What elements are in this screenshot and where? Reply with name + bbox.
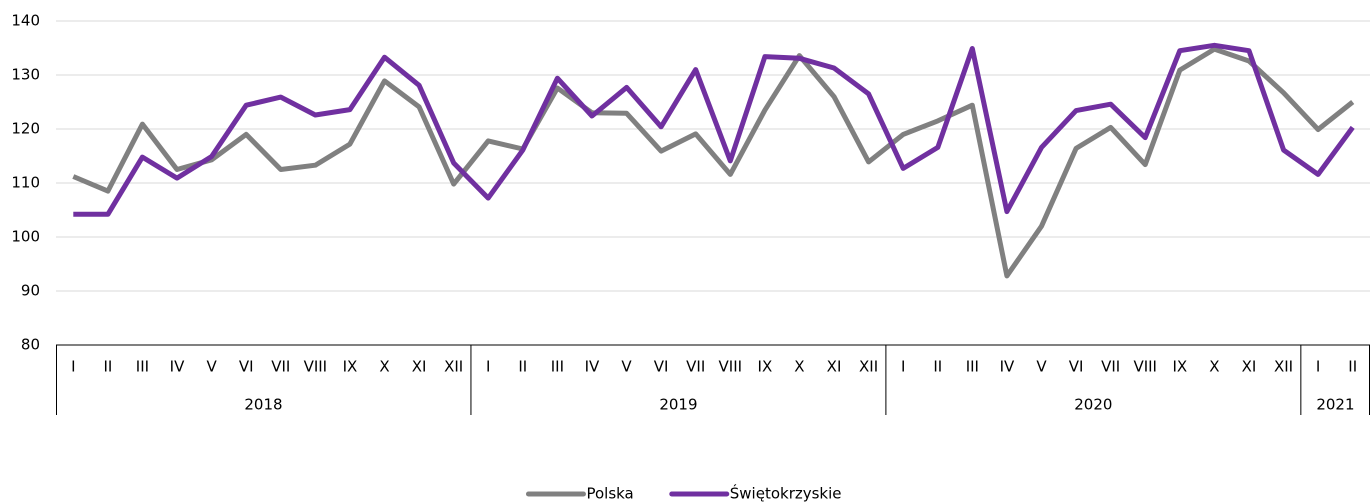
x-tick-label: IX (758, 358, 773, 376)
x-tick-label: I (1316, 358, 1320, 376)
x-tick-label: X (1209, 358, 1219, 376)
x-tick-label: VIII (1133, 358, 1157, 376)
x-group-label: 2020 (1074, 396, 1112, 414)
y-tick-label: 110 (11, 174, 40, 192)
x-tick-label: V (206, 358, 217, 376)
x-tick-label: II (1348, 358, 1357, 376)
x-tick-label: II (518, 358, 527, 376)
x-tick-label: VIII (304, 358, 328, 376)
x-tick-label: VI (239, 358, 254, 376)
y-tick-label: 120 (11, 120, 40, 138)
x-tick-label: II (933, 358, 942, 376)
x-group-label: 2018 (244, 396, 282, 414)
x-group-label: 2019 (659, 396, 697, 414)
x-tick-label: III (551, 358, 564, 376)
y-tick-label: 130 (11, 66, 40, 84)
x-tick-label: V (621, 358, 632, 376)
x-tick-label: XI (827, 358, 842, 376)
x-tick-label: VII (686, 358, 705, 376)
x-tick-label: I (901, 358, 905, 376)
x-tick-label: VIII (719, 358, 743, 376)
x-tick-label: III (136, 358, 149, 376)
x-tick-label: III (966, 358, 979, 376)
x-tick-label: XI (1242, 358, 1257, 376)
x-tick-label: VI (654, 358, 669, 376)
x-tick-label: IX (1172, 358, 1187, 376)
series-line (72, 46, 1355, 279)
x-tick-label: VII (1101, 358, 1120, 376)
y-tick-label: 140 (11, 12, 40, 30)
x-group-label: 2021 (1316, 396, 1354, 414)
x-tick-label: IV (585, 358, 600, 376)
x-tick-label: XII (1274, 358, 1293, 376)
x-tick-label: VI (1069, 358, 1084, 376)
x-tick-label: XII (444, 358, 463, 376)
x-tick-label: IV (1000, 358, 1015, 376)
x-tick-label: X (379, 358, 389, 376)
x-tick-label: IV (170, 358, 185, 376)
x-tick-label: V (1036, 358, 1047, 376)
x-tick-label: XI (412, 358, 427, 376)
series-line (73, 42, 1355, 217)
legend-label: Polska (586, 485, 633, 503)
y-tick-label: 80 (21, 336, 40, 354)
x-tick-label: IX (343, 358, 358, 376)
x-tick-label: I (486, 358, 490, 376)
y-tick-label: 90 (21, 282, 40, 300)
x-tick-label: I (71, 358, 75, 376)
y-tick-label: 100 (11, 228, 40, 246)
x-tick-label: II (103, 358, 112, 376)
x-tick-label: VII (271, 358, 290, 376)
legend-label: Świętokrzyskie (730, 484, 842, 503)
x-tick-label: X (794, 358, 804, 376)
x-tick-label: XII (859, 358, 878, 376)
